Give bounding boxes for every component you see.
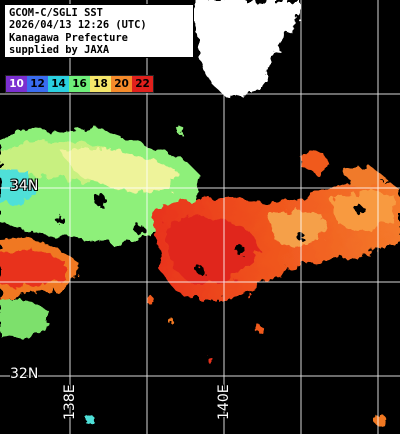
lat-label: 34N xyxy=(10,178,39,194)
info-line-2: 2026/04/13 12:26 (UTC) xyxy=(9,19,147,32)
sst-warm-kuroshio xyxy=(150,150,400,300)
sst-color-legend: 10 12 14 16 18 20 22 xyxy=(5,75,154,93)
legend-swatch-10: 10 xyxy=(6,76,27,92)
legend-swatch-22: 22 xyxy=(132,76,153,92)
info-line-1: GCOM-C/SGLI SST xyxy=(9,7,103,19)
legend-swatch-14: 14 xyxy=(48,76,69,92)
sst-warm-southwest xyxy=(0,238,78,338)
sst-cool-region xyxy=(0,128,200,245)
land-area xyxy=(195,0,300,98)
lon-label: 138E xyxy=(62,384,78,420)
lon-label: 140E xyxy=(216,384,232,420)
info-box: GCOM-C/SGLI SST 2026/04/13 12:26 (UTC) K… xyxy=(4,4,194,58)
info-line-4: supplied by JAXA xyxy=(9,44,110,57)
legend-swatch-16: 16 xyxy=(69,76,90,92)
legend-swatch-12: 12 xyxy=(27,76,48,92)
cloud-speckles xyxy=(56,194,365,274)
info-line-3: Kanagawa Prefecture xyxy=(9,31,128,44)
lat-label: 32N xyxy=(10,366,39,382)
sst-scattered-patches xyxy=(85,126,386,426)
legend-swatch-20: 20 xyxy=(111,76,132,92)
legend-swatch-18: 18 xyxy=(90,76,111,92)
